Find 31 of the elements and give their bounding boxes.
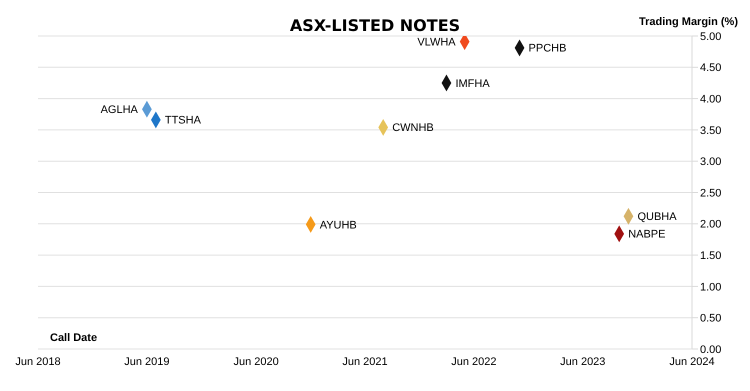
x-tick-label: Jun 2022 — [451, 356, 497, 368]
series-label: IMFHA — [455, 78, 490, 90]
y-tick-label: 3.00 — [700, 156, 722, 168]
y-tick-label: 3.50 — [700, 124, 722, 137]
y-tick-label: 2.00 — [700, 218, 722, 231]
chart-title: ASX-LISTED NOTES — [290, 16, 460, 35]
y-tick-label: 4.00 — [700, 94, 722, 106]
series-label: AGLHA — [100, 104, 139, 116]
series-label: VLWHA — [417, 36, 456, 48]
point — [460, 36, 470, 50]
series-label: NABPE — [628, 228, 666, 241]
x-tick-label: Jun 2020 — [233, 356, 279, 368]
x-tick-label: Jun 2021 — [342, 356, 388, 368]
y-tick-label: 1.50 — [700, 250, 722, 262]
y-tick-label: 0.00 — [700, 344, 722, 356]
x-tick-label: Jun 2019 — [124, 356, 170, 368]
series-label: TTSHA — [164, 114, 202, 127]
series-label: QUBHA — [637, 211, 678, 224]
y-axis-title: Trading Margin (%) — [639, 16, 738, 28]
y-tick-label: 4.50 — [700, 62, 722, 74]
y-tick-label: 2.50 — [700, 187, 722, 200]
x-tick-label: Jun 2023 — [560, 356, 606, 368]
series-label: CWNHB — [392, 122, 434, 134]
y-tick-label: 5.00 — [700, 30, 722, 43]
y-tick-label: 1.00 — [700, 281, 722, 294]
x-tick-label: Jun 2018 — [15, 356, 61, 368]
series-label: AYUHB — [320, 219, 357, 232]
y-tick-label: 0.50 — [700, 312, 722, 325]
x-tick-label: Jun 2024 — [669, 356, 715, 368]
x-axis-title: Call Date — [50, 332, 98, 344]
series-label: PPCHB — [528, 42, 566, 55]
